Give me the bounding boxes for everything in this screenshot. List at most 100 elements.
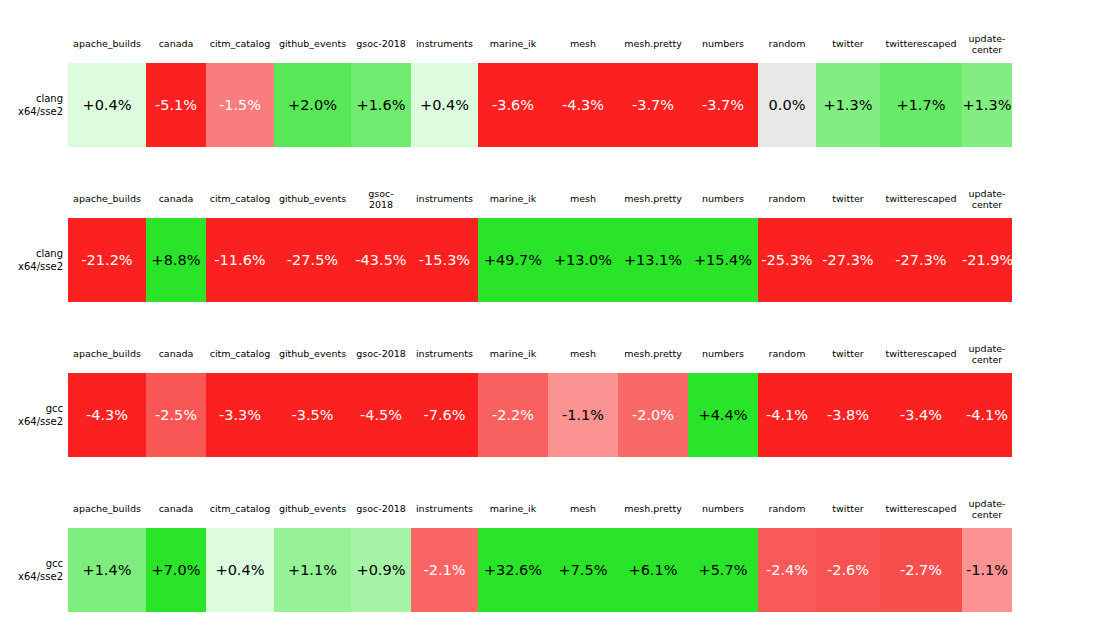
column-header-label: gsoc-2018 <box>356 503 406 514</box>
column-header-label: marine_ik <box>490 193 536 204</box>
heatmap-cell-numbers: +15.4% <box>688 218 758 302</box>
column-header-label: canada <box>159 503 194 514</box>
benchmark-heatmap: apache_buildscanadacitm_cataloggithub_ev… <box>0 0 1100 640</box>
column-header-label: marine_ik <box>490 503 536 514</box>
column-header-label: twitterescaped <box>886 38 957 49</box>
column-header-label: github_events <box>279 348 346 359</box>
column-header-marine_ik: marine_ik <box>478 180 548 218</box>
column-header-canada: canada <box>146 335 206 373</box>
column-header-numbers: numbers <box>688 490 758 528</box>
heatmap-cell-twitterescaped: -2.7% <box>880 528 962 612</box>
heatmap-cell-marine_ik: +32.6% <box>478 528 548 612</box>
heatmap-cell-github_events: +1.1% <box>274 528 351 612</box>
row-label-compiler: gcc <box>0 402 63 415</box>
heatmap-cell-mesh.pretty: +13.1% <box>618 218 688 302</box>
heatmap-cell-github_events: -27.5% <box>274 218 351 302</box>
heatmap-table: apache_buildscanadacitm_cataloggithub_ev… <box>0 490 1012 612</box>
heatmap-cell-update-center: -21.9% <box>962 218 1012 302</box>
column-header-twitterescaped: twitterescaped <box>880 335 962 373</box>
column-header-row: apache_buildscanadacitm_catalog github_ev… <box>0 180 1012 218</box>
column-header-label: apache_builds <box>73 348 141 359</box>
column-header-label: marine_ik <box>490 38 536 49</box>
heatmap-cell-update-center: -4.1% <box>962 373 1012 457</box>
column-header-label: twitter <box>832 348 863 359</box>
heatmap-cell-marine_ik: +49.7% <box>478 218 548 302</box>
column-header-label: gsoc-2018 <box>356 38 406 49</box>
heatmap-table: apache_builds canada citm_cataloggithub_ev… <box>0 25 1012 147</box>
heatmap-cell-citm_catalog: -1.5% <box>206 63 274 147</box>
heatmap-cell-mesh.pretty: -3.7% <box>618 63 688 147</box>
heatmap-block-2: apache_buildscanadacitm_catalog github_ev… <box>0 180 1100 302</box>
corner-cell <box>0 335 68 373</box>
column-header-label: update-center <box>969 33 1006 55</box>
row-label-compiler: clang <box>0 247 63 260</box>
heatmap-cell-twitterescaped: +1.7% <box>880 63 962 147</box>
heatmap-cell-mesh: +7.5% <box>548 528 618 612</box>
column-header-canada: canada <box>146 25 206 63</box>
column-header-marine_ik: marine_ik <box>478 335 548 373</box>
column-header-mesh.pretty: mesh.pretty <box>618 490 688 528</box>
column-header-label: mesh <box>570 503 596 514</box>
heatmap-cell-citm_catalog: +0.4% <box>206 528 274 612</box>
column-header-label: numbers <box>702 193 744 204</box>
heatmap-table: apache_builds canada citm_catalog github_ev… <box>0 335 1012 457</box>
heatmap-row: clangx64/sse2-21.2%+8.8%-11.6%-27.5%-43.… <box>0 218 1012 302</box>
column-header-canada: canada <box>146 180 206 218</box>
column-header-github_events: github_events <box>274 180 351 218</box>
column-header-label: canada <box>159 348 194 359</box>
heatmap-block-3: apache_builds canada citm_catalog github_ev… <box>0 335 1100 457</box>
heatmap-cell-twitter: -2.6% <box>816 528 880 612</box>
heatmap-cell-instruments: -15.3% <box>411 218 478 302</box>
heatmap-cell-instruments: -2.1% <box>411 528 478 612</box>
column-header-label: github_events <box>279 193 346 204</box>
column-header-twitterescaped: twitterescaped <box>880 25 962 63</box>
heatmap-cell-mesh: -4.3% <box>548 63 618 147</box>
heatmap-cell-gsoc-2018: -43.5% <box>351 218 411 302</box>
heatmap-cell-random: -4.1% <box>758 373 816 457</box>
column-header-label: twitterescaped <box>886 348 957 359</box>
column-header-label: mesh <box>570 193 596 204</box>
column-header-label: canada <box>159 38 194 49</box>
heatmap-cell-apache_builds: +1.4% <box>68 528 146 612</box>
column-header-twitterescaped: twitterescaped <box>880 490 962 528</box>
heatmap-cell-marine_ik: -2.2% <box>478 373 548 457</box>
heatmap-cell-apache_builds: -4.3% <box>68 373 146 457</box>
column-header-citm_catalog: citm_catalog <box>206 180 274 218</box>
column-header-label: mesh <box>570 38 596 49</box>
heatmap-cell-update-center: +1.3% <box>962 63 1012 147</box>
column-header-citm_catalog: citm_catalog <box>206 25 274 63</box>
heatmap-cell-citm_catalog: -3.3% <box>206 373 274 457</box>
column-header-random: random <box>758 180 816 218</box>
heatmap-cell-instruments: -7.6% <box>411 373 478 457</box>
column-header-label: random <box>769 193 806 204</box>
column-header-random: random <box>758 25 816 63</box>
row-label-arch: x64/sse2 <box>0 415 63 428</box>
column-header-canada: canada <box>146 490 206 528</box>
column-header-label: apache_builds <box>73 38 141 49</box>
column-header-label: numbers <box>702 348 744 359</box>
corner-cell <box>0 180 68 218</box>
column-header-row: apache_buildscanadacitm_cataloggithub_ev… <box>0 490 1012 528</box>
column-header-apache_builds: apache_builds <box>68 180 146 218</box>
heatmap-cell-marine_ik: -3.6% <box>478 63 548 147</box>
column-header-label: twitter <box>832 38 863 49</box>
column-header-update-center: update-center <box>962 335 1012 373</box>
column-header-github_events: github_events <box>274 25 351 63</box>
heatmap-cell-twitterescaped: -27.3% <box>880 218 962 302</box>
column-header-mesh: mesh <box>548 25 618 63</box>
column-header-row: apache_builds canada citm_cataloggithub_ev… <box>0 25 1012 63</box>
column-header-label: citm_catalog <box>210 348 271 359</box>
heatmap-cell-random: -25.3% <box>758 218 816 302</box>
heatmap-cell-canada: +7.0% <box>146 528 206 612</box>
heatmap-row: clangx64/sse2+0.4%-5.1%-1.5%+2.0%+1.6%+0… <box>0 63 1012 147</box>
column-header-marine_ik: marine_ik <box>478 25 548 63</box>
heatmap-cell-canada: +8.8% <box>146 218 206 302</box>
heatmap-cell-twitter: +1.3% <box>816 63 880 147</box>
column-header-gsoc-2018: gsoc-2018 <box>351 25 411 63</box>
column-header-label: random <box>769 348 806 359</box>
column-header-instruments: instruments <box>411 490 478 528</box>
row-label: gccx64/sse2 <box>0 528 68 612</box>
heatmap-cell-mesh: +13.0% <box>548 218 618 302</box>
column-header-label: twitterescaped <box>886 503 957 514</box>
column-header-label: gsoc-2018 <box>356 348 406 359</box>
